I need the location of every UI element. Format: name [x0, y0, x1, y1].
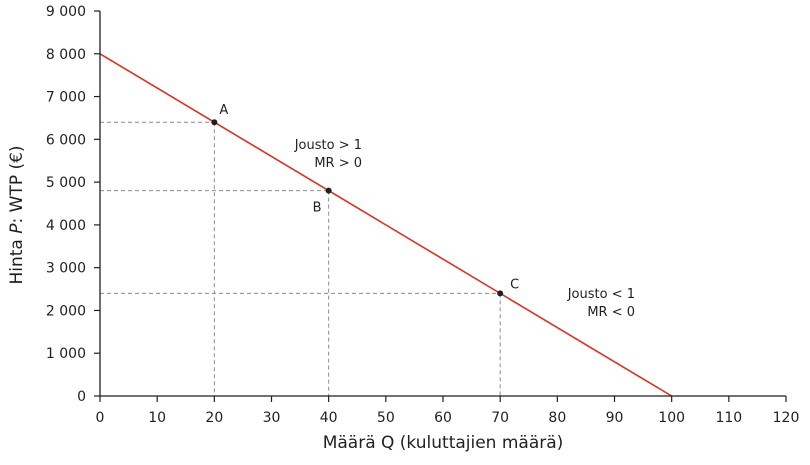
y-tick-label: 7 000	[46, 90, 86, 106]
x-tick-label: 40	[320, 410, 338, 426]
annotation-elastic-line1: Jousto > 1	[294, 138, 362, 153]
y-tick-label: 4 000	[46, 218, 86, 234]
point-label-c: C	[510, 277, 519, 292]
y-axis-title-italic: P	[7, 223, 27, 234]
x-tick-label: 60	[434, 410, 452, 426]
y-axis-title: Hinta P: WTP (€)	[7, 145, 27, 284]
y-tick-label: 0	[77, 389, 86, 405]
y-axis-title-suffix: : WTP (€)	[7, 145, 27, 223]
y-tick-label: 9 000	[46, 4, 86, 20]
y-tick-label: 2 000	[46, 303, 86, 319]
annotation-inelastic-line2: MR < 0	[587, 305, 635, 320]
x-tick-label: 30	[263, 410, 281, 426]
x-axis-title: Määrä Q (kuluttajien määrä)	[323, 433, 564, 453]
y-tick-label: 6 000	[46, 132, 86, 148]
y-axis-title-prefix: Hinta	[7, 234, 27, 285]
x-tick-label: 90	[606, 410, 624, 426]
point-b	[325, 187, 332, 194]
x-tick-label: 50	[377, 410, 395, 426]
annotation-inelastic-line1: Jousto < 1	[567, 287, 635, 302]
x-tick-label: 20	[205, 410, 223, 426]
x-tick-label: 100	[658, 410, 685, 426]
data-points: A B C	[211, 103, 519, 297]
demand-curve	[99, 53, 673, 397]
point-c	[497, 290, 504, 297]
y-tick-label: 3 000	[46, 261, 86, 277]
guide-lines	[100, 121, 501, 396]
x-tick-label: 0	[96, 410, 105, 426]
x-tick-label: 10	[148, 410, 166, 426]
point-a	[211, 119, 218, 126]
y-tick-label: 5 000	[46, 175, 86, 191]
axes	[99, 11, 786, 397]
point-label-b: B	[313, 201, 322, 216]
annotation-elastic-line2: MR > 0	[314, 156, 362, 171]
x-tick-label: 110	[715, 410, 742, 426]
y-tick-label: 1 000	[46, 346, 86, 362]
x-tick-label: 80	[548, 410, 566, 426]
x-ticks: 0 10 20 30 40 50 60 70 80 90 100 110 120	[96, 396, 800, 426]
demand-series	[99, 53, 673, 397]
x-tick-label: 70	[491, 410, 509, 426]
y-ticks: 0 1 000 2 000 3 000 4 000 5 000 6 000 7 000 8 00…	[46, 4, 100, 405]
y-tick-label: 8 000	[46, 47, 86, 63]
x-tick-label: 120	[773, 410, 800, 426]
point-label-a: A	[219, 103, 228, 118]
